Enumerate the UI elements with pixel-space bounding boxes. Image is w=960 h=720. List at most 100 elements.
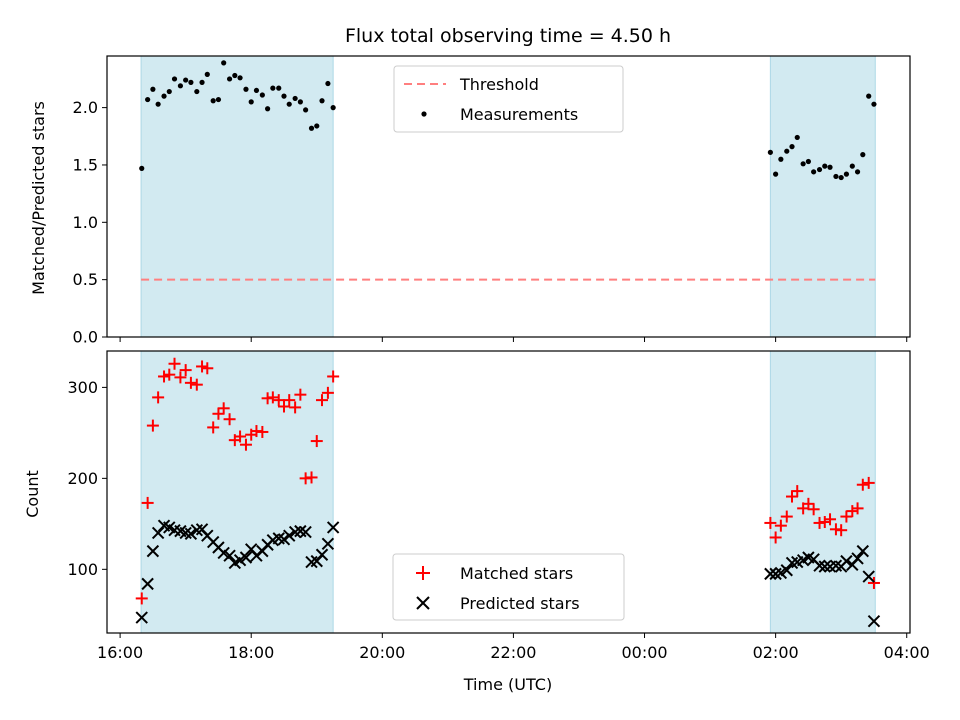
- matched-legend-swatch: [416, 566, 430, 580]
- measurement-point: [773, 171, 779, 177]
- measurement-point: [221, 60, 227, 66]
- measurement-point: [843, 171, 850, 177]
- bottom-panel: 100 200 300 16:00 18:00 20:00 22:00 00:00 02:00…: [67, 350, 930, 662]
- matched-star-point: [266, 391, 279, 404]
- matched-star-point: [774, 519, 787, 532]
- measurement-point: [800, 161, 806, 167]
- measurement-point: [838, 174, 844, 181]
- predicted-star-point: [315, 548, 329, 561]
- measurement-point: [265, 106, 271, 112]
- matched-star-point: [184, 376, 197, 389]
- measurement-point: [854, 169, 861, 175]
- measurement-point: [210, 98, 216, 104]
- matched-star-point: [846, 505, 859, 518]
- measurement-point: [297, 99, 303, 105]
- matched-star-point: [212, 407, 225, 420]
- matched-star-point: [840, 510, 853, 523]
- measurement-point: [308, 125, 315, 131]
- predicted-star-point: [141, 577, 154, 591]
- matched-star-point: [168, 357, 181, 370]
- predicted-star-point: [764, 567, 777, 581]
- matched-star-point: [239, 438, 252, 451]
- measurement-point: [833, 173, 839, 180]
- top-legend-box: [393, 65, 624, 133]
- matched-star-point: [802, 497, 815, 510]
- measurement-point: [871, 101, 877, 107]
- matched-star-point: [201, 362, 214, 375]
- measurement-point: [286, 101, 292, 107]
- matched-star-point: [217, 402, 230, 415]
- bottom-legend-box: [392, 553, 625, 621]
- observing-interval-2: [769, 55, 876, 338]
- measurement-point: [204, 71, 210, 77]
- matched-star-point: [835, 524, 848, 537]
- top-y-axis-label: Matched/Predicted stars: [29, 101, 48, 295]
- measurement-point: [215, 96, 222, 103]
- bottom-plot-frame: [106, 350, 911, 634]
- measurement-point: [226, 76, 233, 82]
- predicted-star-point: [851, 552, 864, 565]
- x-tick-label: 16:00: [97, 643, 143, 662]
- measurement-point: [161, 93, 167, 99]
- matched-star-point: [294, 388, 307, 401]
- matched-star-point: [223, 413, 236, 426]
- matched-star-point: [256, 425, 269, 438]
- measurement-point: [166, 88, 172, 95]
- matched-star-point: [310, 435, 323, 448]
- measurement-point: [171, 76, 178, 82]
- matched-star-point: [283, 394, 296, 407]
- measurement-point: [232, 72, 238, 79]
- measurement-point: [248, 99, 254, 105]
- predicted-star-point: [146, 544, 160, 558]
- predicted-star-point: [223, 549, 236, 562]
- measurement-point: [866, 93, 872, 99]
- matched-star-point: [791, 485, 804, 498]
- measurement-point: [319, 98, 325, 104]
- top-measurement-points: [139, 60, 877, 181]
- matched-star-point: [152, 391, 165, 404]
- y-tick-label: 0.5: [73, 270, 98, 289]
- measurement-point: [259, 92, 265, 98]
- top-legend: Threshold Measurements: [393, 65, 624, 133]
- chart-title: Flux total observing time = 4.50 h: [345, 25, 671, 47]
- matched-star-point: [277, 400, 290, 413]
- measurement-point: [150, 86, 156, 92]
- measurement-point: [139, 165, 145, 171]
- measurement-point: [811, 169, 817, 175]
- matched-star-point: [305, 471, 318, 484]
- measurements-legend-label: Measurements: [460, 105, 578, 124]
- matched-star-point: [174, 371, 187, 384]
- measurement-point: [784, 148, 790, 154]
- matched-star-point: [769, 531, 782, 544]
- matched-star-point: [272, 394, 285, 407]
- observing-interval-2: [769, 350, 876, 634]
- measurement-point: [194, 88, 200, 95]
- matched-star-point: [179, 364, 192, 377]
- predicted-star-point: [862, 570, 875, 583]
- measurement-point: [188, 79, 194, 85]
- matched-legend-label: Matched stars: [460, 564, 573, 583]
- top-y-ticks: 0.0 0.5 1.0 1.5 2.0: [73, 98, 107, 347]
- matched-star-point: [327, 370, 340, 383]
- predicted-star-point: [818, 560, 831, 573]
- x-tick-label: 20:00: [359, 643, 405, 662]
- y-tick-label: 1.5: [73, 155, 98, 174]
- predicted-star-point: [184, 527, 198, 541]
- matched-star-point: [856, 478, 869, 491]
- matched-star-point: [316, 394, 329, 407]
- matched-star-point: [196, 360, 209, 373]
- measurement-point: [243, 86, 249, 92]
- matched-star-point: [234, 430, 247, 443]
- x-tick-label: 00:00: [621, 643, 667, 662]
- matched-star-point: [824, 513, 837, 526]
- matched-star-point: [807, 503, 820, 516]
- y-tick-label: 300: [67, 378, 98, 397]
- threshold-legend-label: Threshold: [459, 75, 539, 94]
- top-panel: 0.0 0.5 1.0 1.5 2.0 Threshold Measurements: [73, 55, 911, 347]
- predicted-star-point: [321, 537, 335, 551]
- matched-star-point: [163, 368, 176, 381]
- measurement-point: [816, 166, 823, 173]
- predicted-star-point: [326, 521, 340, 534]
- measurement-point: [805, 158, 811, 165]
- measurement-point: [314, 123, 320, 129]
